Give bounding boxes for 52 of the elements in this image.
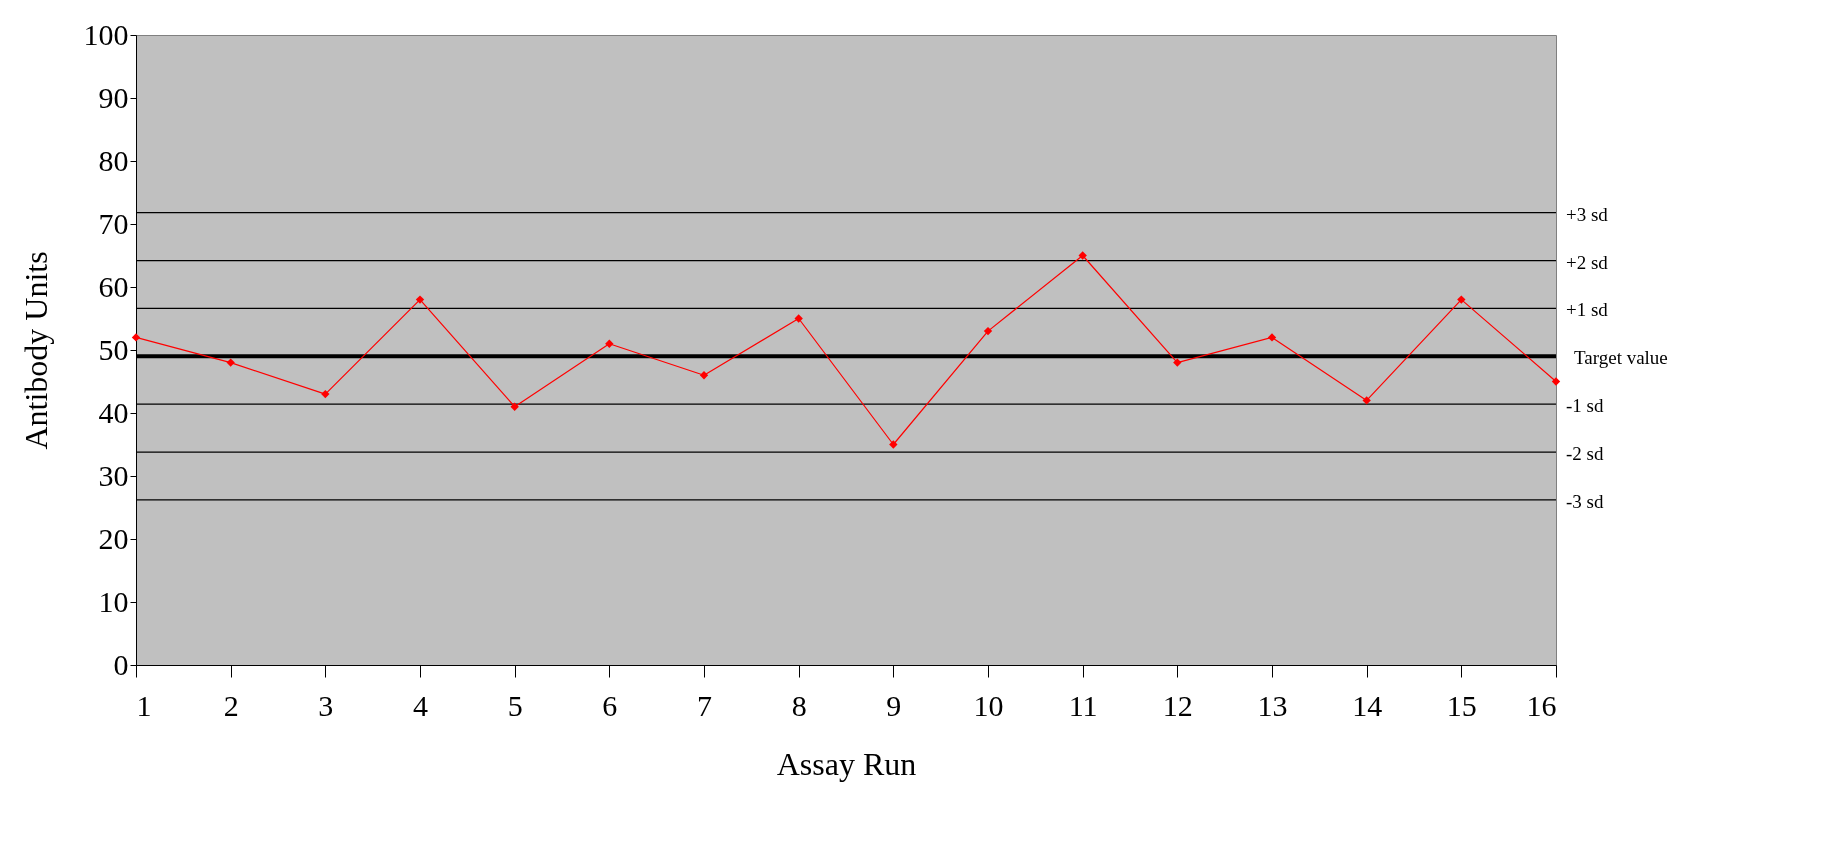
y-tick-label: 30: [98, 458, 129, 492]
y-tick-label: 10: [98, 584, 129, 618]
y-tick-label: 70: [98, 206, 129, 240]
x-tick-label: 16: [1526, 688, 1557, 722]
point: [1362, 396, 1371, 405]
x-tick-label: 14: [1352, 688, 1383, 722]
ref-line-label: -3 sd: [1566, 490, 1604, 512]
point: [1457, 295, 1466, 304]
x-tick-label: 2: [223, 688, 239, 722]
x-tick-label: 3: [318, 688, 334, 722]
point: [1267, 333, 1277, 342]
y-axis-title: Antibody Units: [17, 251, 54, 450]
point: [510, 402, 519, 411]
point: [1078, 251, 1087, 260]
ref-line-label: -1 sd: [1566, 395, 1604, 417]
point: [415, 295, 425, 304]
point: [1551, 377, 1561, 386]
y-tick-label: 50: [98, 332, 129, 366]
y-tick-label: 0: [113, 647, 129, 681]
x-axis-title: Assay Run: [776, 745, 917, 782]
point: [321, 389, 330, 399]
point: [226, 358, 235, 367]
point: [889, 440, 898, 449]
ref-line-label: Target value: [1574, 347, 1668, 369]
point: [983, 326, 993, 336]
ref-line-label: +1 sd: [1566, 299, 1609, 321]
ref-line-label: -2 sd: [1566, 443, 1604, 465]
y-tick-label: 90: [98, 80, 129, 114]
y-tick-label: 60: [98, 269, 129, 303]
x-tick-label: 7: [697, 688, 712, 722]
point: [605, 339, 614, 348]
y-tick-label: 40: [98, 395, 129, 429]
y-tick-label: 20: [98, 521, 129, 555]
point: [1173, 358, 1182, 367]
x-tick-label: 6: [602, 688, 618, 722]
x-tick-label: 8: [791, 688, 807, 722]
ref-line-label: +3 sd: [1566, 203, 1609, 225]
ref-line-label: +2 sd: [1566, 251, 1609, 273]
x-tick-label: 9: [886, 688, 902, 722]
x-tick-label: 5: [507, 688, 523, 722]
x-tick-label: 10: [973, 688, 1004, 722]
x-tick-label: 12: [1162, 688, 1193, 722]
point: [131, 333, 141, 342]
x-tick-label: 13: [1257, 688, 1288, 722]
point: [699, 371, 709, 380]
x-tick-label: 15: [1446, 688, 1477, 722]
y-tick-label: 80: [98, 143, 129, 177]
x-tick-label: 4: [413, 688, 428, 722]
x-tick-label: 1: [136, 688, 152, 722]
point: [794, 314, 803, 323]
x-tick-label: 11: [1068, 688, 1098, 722]
y-tick-label: 100: [83, 17, 129, 51]
